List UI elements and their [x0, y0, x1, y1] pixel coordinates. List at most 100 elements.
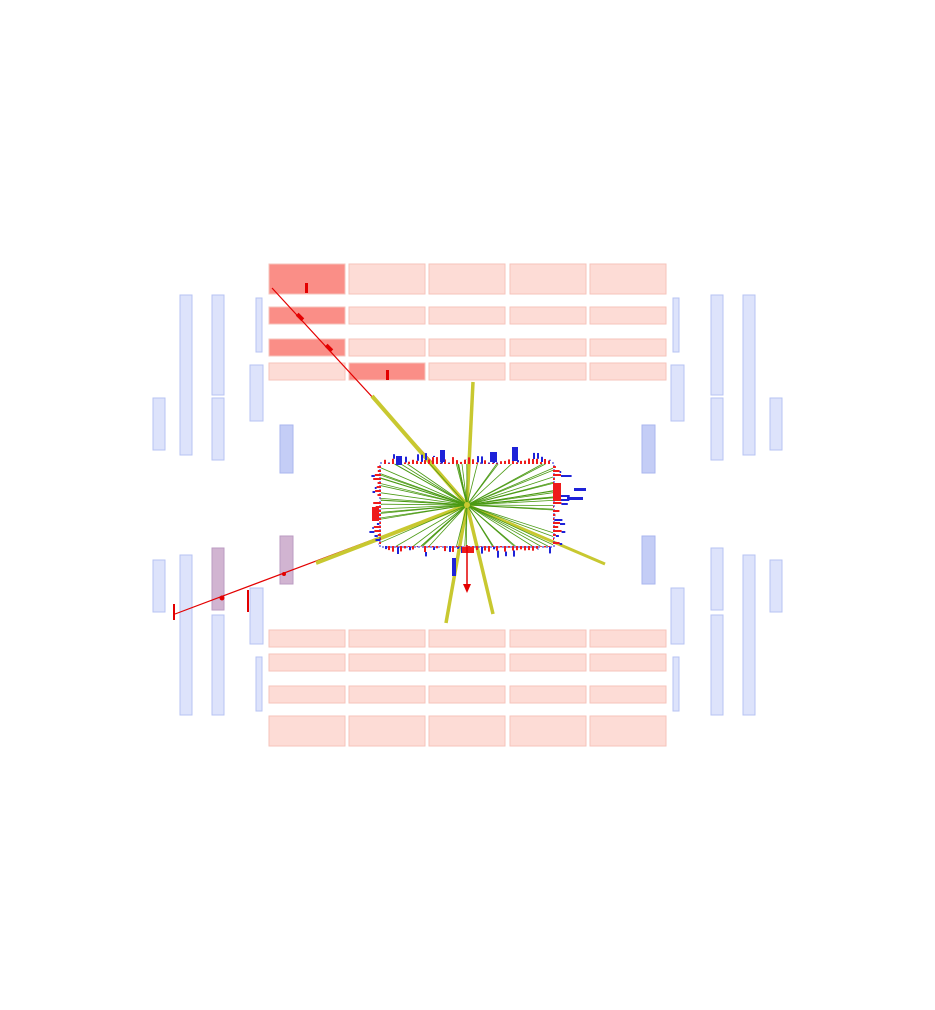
calo-deposit	[553, 542, 560, 544]
vertex-dot	[464, 502, 470, 508]
track	[466, 504, 548, 547]
muon-chamber	[769, 559, 783, 613]
calo-deposit	[373, 478, 381, 480]
calo-deposit	[417, 454, 419, 461]
calo-deposit	[377, 470, 381, 472]
calo-deposit	[396, 456, 402, 465]
calo-deposit	[393, 454, 395, 459]
muon-chamber	[255, 297, 263, 353]
calo-deposit	[376, 523, 380, 525]
track	[380, 477, 468, 506]
track	[466, 504, 554, 546]
calo-deposit	[517, 460, 519, 463]
track	[466, 467, 554, 506]
track	[396, 504, 468, 547]
calo-deposit	[416, 460, 418, 464]
calo-deposit	[553, 534, 556, 536]
calo-deposit	[433, 547, 435, 550]
muon-chamber	[672, 297, 680, 353]
calo-deposit	[553, 518, 555, 520]
calo-deposit	[520, 460, 522, 464]
calo-deposit	[369, 531, 375, 533]
calo-deposit	[549, 546, 551, 554]
track	[466, 504, 554, 506]
calo-deposit	[378, 518, 381, 520]
muon-chamber	[211, 614, 225, 716]
calo-deposits	[369, 447, 586, 576]
calo-deposit	[532, 546, 534, 551]
track	[413, 504, 468, 547]
calo-deposit	[397, 547, 399, 554]
calorimeter-top	[268, 263, 667, 381]
calo-deposit	[428, 546, 430, 548]
muon-chamber	[249, 364, 264, 422]
calo-deposit	[533, 452, 535, 459]
calo-deposit	[505, 551, 507, 557]
track	[429, 463, 468, 506]
calo-deposit	[425, 552, 427, 557]
muon-chamber	[641, 424, 656, 474]
calo-deposit	[496, 463, 498, 464]
calo-deposit	[388, 463, 390, 464]
calo-cell	[268, 715, 346, 747]
calo-deposit	[508, 459, 510, 464]
calo-deposit	[512, 546, 514, 551]
track	[466, 504, 541, 547]
muon-chamber	[710, 397, 724, 461]
calo-cell	[509, 685, 587, 704]
met-arrow	[463, 545, 471, 593]
calo-deposit	[516, 462, 518, 464]
calo-deposit	[553, 514, 556, 516]
calo-deposit	[460, 546, 462, 547]
track	[380, 492, 468, 506]
calo-deposit	[373, 526, 381, 528]
muon-hit	[282, 572, 286, 576]
calo-deposit	[492, 463, 494, 464]
calo-deposit	[492, 546, 494, 547]
muon-chambers-left-inner	[279, 424, 294, 474]
tracks	[380, 463, 554, 547]
track	[461, 463, 468, 506]
calo-cell	[348, 338, 426, 357]
track	[400, 463, 468, 506]
calo-deposit	[440, 546, 442, 547]
muon-hit	[247, 590, 249, 612]
track	[466, 504, 533, 547]
muon-chamber	[710, 614, 724, 716]
calo-deposit	[372, 507, 379, 521]
calo-deposit	[377, 534, 381, 536]
calo-deposit	[520, 546, 522, 550]
track	[466, 476, 554, 506]
calo-deposit	[432, 457, 434, 464]
track	[380, 499, 468, 506]
calo-deposit	[421, 454, 423, 462]
calo-deposit	[524, 546, 526, 551]
jet	[466, 503, 606, 566]
calo-deposit	[537, 548, 539, 550]
muon-chamber	[152, 397, 166, 451]
calo-deposit	[404, 462, 406, 464]
calo-deposit	[567, 497, 583, 500]
muon-chamber	[179, 554, 193, 716]
track	[421, 504, 468, 547]
calo-deposit	[476, 462, 478, 464]
calo-deposit	[544, 459, 546, 464]
calo-cell	[348, 263, 426, 295]
muon-chamber	[179, 294, 193, 456]
calo-deposit	[440, 450, 445, 462]
calo-deposit	[553, 510, 560, 512]
calo-deposit	[424, 460, 426, 464]
muon-chamber	[710, 294, 724, 396]
calo-cell	[589, 629, 667, 648]
calo-deposit	[555, 535, 559, 537]
calo-deposit	[553, 478, 555, 480]
calo-deposit	[559, 471, 562, 473]
muon-hit	[295, 312, 305, 322]
jet	[465, 504, 495, 615]
track	[466, 463, 546, 506]
calo-cell	[509, 362, 587, 381]
calo-deposit	[553, 526, 559, 528]
calo-deposit	[412, 546, 414, 550]
muon-hit	[305, 283, 308, 293]
